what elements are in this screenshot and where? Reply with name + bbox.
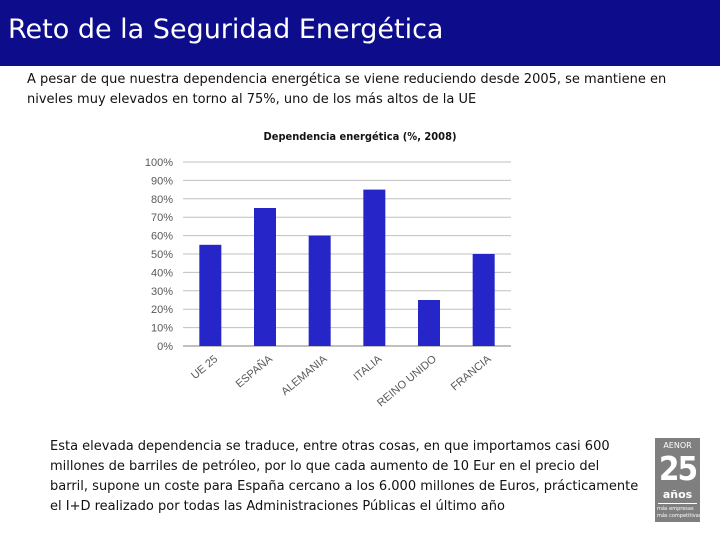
- y-tick-label: 20%: [151, 304, 173, 316]
- bar: [472, 254, 495, 346]
- logo-tagline-2: más competitivas: [657, 513, 702, 519]
- chart-title: Dependencia energética (%, 2008): [263, 130, 457, 143]
- y-tick-label: 80%: [151, 194, 173, 206]
- x-tick-label: FRANCIA: [449, 353, 494, 394]
- logo-divider: [658, 503, 697, 504]
- x-tick-label: ITALIA: [351, 353, 384, 384]
- bar: [363, 189, 386, 346]
- bar: [199, 244, 222, 346]
- bar: [308, 235, 331, 346]
- logo-word: años: [662, 488, 693, 501]
- x-tick-label: ESPAÑA: [233, 352, 275, 391]
- x-tick-label: UE 25: [189, 353, 220, 382]
- y-tick-label: 90%: [151, 175, 173, 187]
- aenor-25-logo: AENOR 25 años más empresas más competiti…: [655, 438, 702, 522]
- y-tick-label: 50%: [151, 249, 173, 261]
- y-tick-label: 100%: [145, 157, 173, 169]
- x-tick-label: ALEMANIA: [279, 353, 330, 398]
- bar-chart: 0% 10% 20% 30% 40% 50% 60% 70% 80% 90% 100% UE 25 ES…: [145, 157, 511, 410]
- intro-text: A pesar de que nuestra dependencia energ…: [27, 72, 667, 107]
- y-tick-label: 10%: [151, 323, 173, 335]
- logo-number: 25: [658, 449, 698, 488]
- bar: [418, 300, 440, 346]
- title-bar: Reto de la Seguridad Energética: [0, 0, 720, 66]
- body-text: Esta elevada dependencia se traduce, ent…: [50, 439, 639, 514]
- x-tick-label: REINO UNIDO: [375, 353, 439, 410]
- bar: [254, 208, 276, 346]
- page-title: Reto de la Seguridad Energética: [8, 14, 444, 45]
- logo-brand: AENOR: [663, 441, 692, 450]
- y-tick-label: 60%: [151, 231, 173, 243]
- y-tick-label: 70%: [151, 212, 173, 224]
- logo-tagline-1: más empresas: [657, 506, 694, 512]
- y-tick-label: 30%: [151, 286, 173, 298]
- y-tick-label: 40%: [151, 267, 173, 279]
- y-tick-label: 0%: [157, 341, 173, 353]
